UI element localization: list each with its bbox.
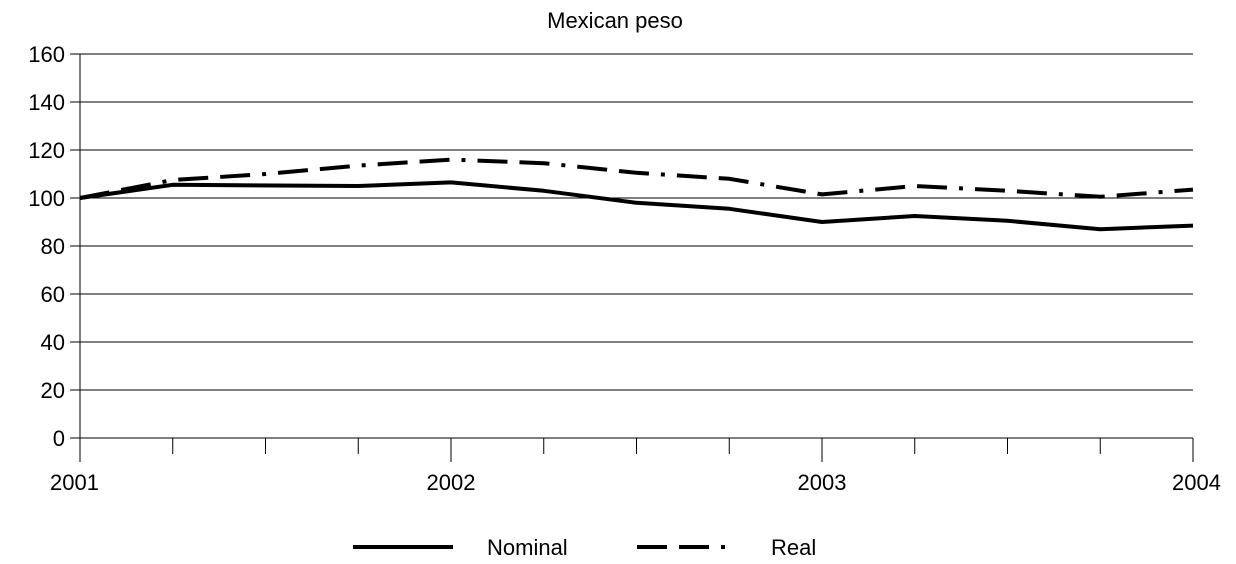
- y-axis-tick-labels: 0 20 40 60 80 100 120 140 160: [28, 42, 65, 451]
- x-tick-label: 2003: [798, 470, 847, 495]
- y-tick-label: 20: [41, 378, 65, 403]
- legend-label-real: Real: [771, 535, 816, 560]
- series-line-nominal: [79, 180, 1194, 232]
- y-tick-label: 0: [53, 426, 65, 451]
- y-tick-label: 80: [41, 234, 65, 259]
- x-tick-label: 2004: [1172, 470, 1221, 495]
- y-tick-label: 120: [28, 138, 65, 163]
- legend-label-nominal: Nominal: [487, 535, 568, 560]
- y-tick-label: 160: [28, 42, 65, 67]
- x-tick-label: 2001: [50, 470, 99, 495]
- grid-lines: [80, 53, 1193, 391]
- series-line-real: [79, 157, 1194, 200]
- axes: [70, 53, 1194, 462]
- y-tick-label: 40: [41, 330, 65, 355]
- y-tick-label: 100: [28, 186, 65, 211]
- y-tick-label: 140: [28, 90, 65, 115]
- legend: Nominal Real: [353, 535, 816, 560]
- x-tick-label: 2002: [427, 470, 476, 495]
- chart-title: Mexican peso: [547, 8, 683, 33]
- series-lines: [79, 157, 1194, 232]
- x-axis-tick-labels: 2001 2002 2003 2004: [50, 470, 1221, 495]
- y-tick-label: 60: [41, 282, 65, 307]
